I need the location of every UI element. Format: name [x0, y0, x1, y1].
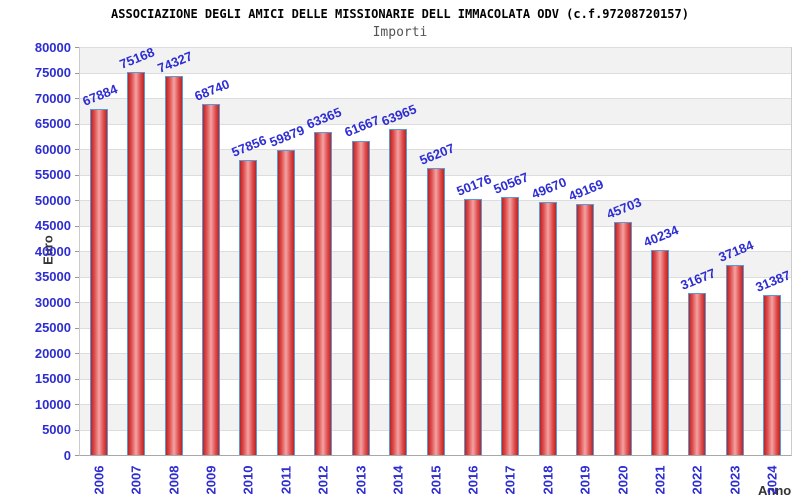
- y-tick-label: 35000: [34, 269, 71, 284]
- x-tick-label: 2010: [240, 465, 256, 495]
- bar-2010: [239, 159, 258, 455]
- plot-band: [80, 98, 791, 124]
- y-tick-mark: [75, 225, 79, 227]
- y-tick-label: 75000: [34, 65, 71, 80]
- y-tick-label: 0: [63, 447, 71, 463]
- x-tick-label: 2009: [203, 465, 219, 495]
- chart-subtitle: Importi: [372, 25, 428, 40]
- bar-2022: [688, 293, 707, 455]
- x-tick-label: 2014: [390, 465, 406, 495]
- x-tick-label: 2023: [727, 465, 743, 495]
- bar-2016: [463, 199, 482, 455]
- y-tick-mark: [75, 149, 79, 150]
- y-tick-label: 15000: [34, 371, 71, 386]
- bar-2013: [351, 140, 370, 455]
- bar-2019: [576, 204, 595, 455]
- bar-2009: [201, 104, 220, 455]
- y-tick-label: 10000: [34, 396, 71, 412]
- y-tick-mark: [75, 276, 79, 278]
- y-tick-mark: [75, 47, 79, 48]
- y-tick-label: 40000: [34, 243, 71, 259]
- y-tick-label: 65000: [34, 116, 71, 131]
- y-tick-label: 5000: [42, 422, 71, 437]
- x-tick-label: 2018: [540, 465, 556, 495]
- bar-2024: [763, 294, 782, 455]
- y-tick-label: 30000: [34, 294, 71, 310]
- y-tick-label: 45000: [34, 218, 71, 233]
- y-tick-label: 80000: [34, 39, 71, 55]
- y-tick-mark: [75, 98, 79, 99]
- y-tick-mark: [75, 378, 79, 380]
- bar-2006: [89, 108, 108, 455]
- y-tick-label: 60000: [34, 141, 71, 157]
- x-tick-label: 2008: [166, 465, 182, 495]
- plot-area: [79, 47, 792, 456]
- x-tick-label: 2021: [652, 465, 668, 495]
- plot-band: [80, 72, 791, 98]
- bar-2018: [538, 201, 557, 455]
- plot-band: [80, 123, 791, 149]
- y-tick-mark: [75, 200, 79, 201]
- y-tick-label: 70000: [34, 90, 71, 106]
- x-tick-label: 2007: [128, 465, 144, 495]
- y-tick-mark: [75, 429, 79, 431]
- y-tick-label: 50000: [34, 192, 71, 208]
- chart-title: ASSOCIAZIONE DEGLI AMICI DELLE MISSIONAR…: [111, 7, 689, 21]
- x-tick-label: 2020: [615, 465, 631, 495]
- x-tick-label: 2019: [577, 465, 593, 495]
- y-tick-mark: [75, 251, 79, 252]
- bar-2007: [127, 71, 146, 455]
- x-axis-title: Anno: [758, 483, 792, 498]
- bar-2014: [389, 128, 408, 455]
- y-tick-label: 25000: [34, 320, 71, 335]
- bar-2017: [501, 197, 520, 455]
- plot-band: [80, 47, 791, 73]
- bar-2011: [276, 149, 295, 455]
- x-tick-label: 2011: [278, 465, 294, 495]
- y-tick-mark: [75, 353, 79, 354]
- y-tick-mark: [75, 72, 79, 74]
- y-tick-mark: [75, 123, 79, 125]
- y-tick-label: 55000: [34, 167, 71, 182]
- bar-2008: [164, 75, 183, 455]
- x-tick-label: 2006: [91, 465, 107, 495]
- x-tick-label: 2022: [689, 465, 705, 495]
- bar-2023: [725, 265, 744, 455]
- bar-2021: [651, 249, 670, 455]
- bar-2012: [314, 131, 333, 455]
- y-tick-label: 20000: [34, 345, 71, 361]
- x-tick-label: 2012: [315, 465, 331, 495]
- y-tick-mark: [75, 455, 79, 456]
- y-tick-mark: [75, 302, 79, 303]
- y-tick-mark: [75, 404, 79, 405]
- x-tick-label: 2024: [764, 465, 780, 495]
- x-tick-label: 2017: [502, 465, 518, 495]
- bar-2015: [426, 168, 445, 455]
- bar-2020: [613, 221, 632, 455]
- y-tick-mark: [75, 174, 79, 176]
- x-tick-label: 2015: [428, 465, 443, 495]
- x-tick-label: 2016: [465, 465, 481, 495]
- x-tick-label: 2013: [353, 465, 369, 495]
- y-tick-mark: [75, 327, 79, 329]
